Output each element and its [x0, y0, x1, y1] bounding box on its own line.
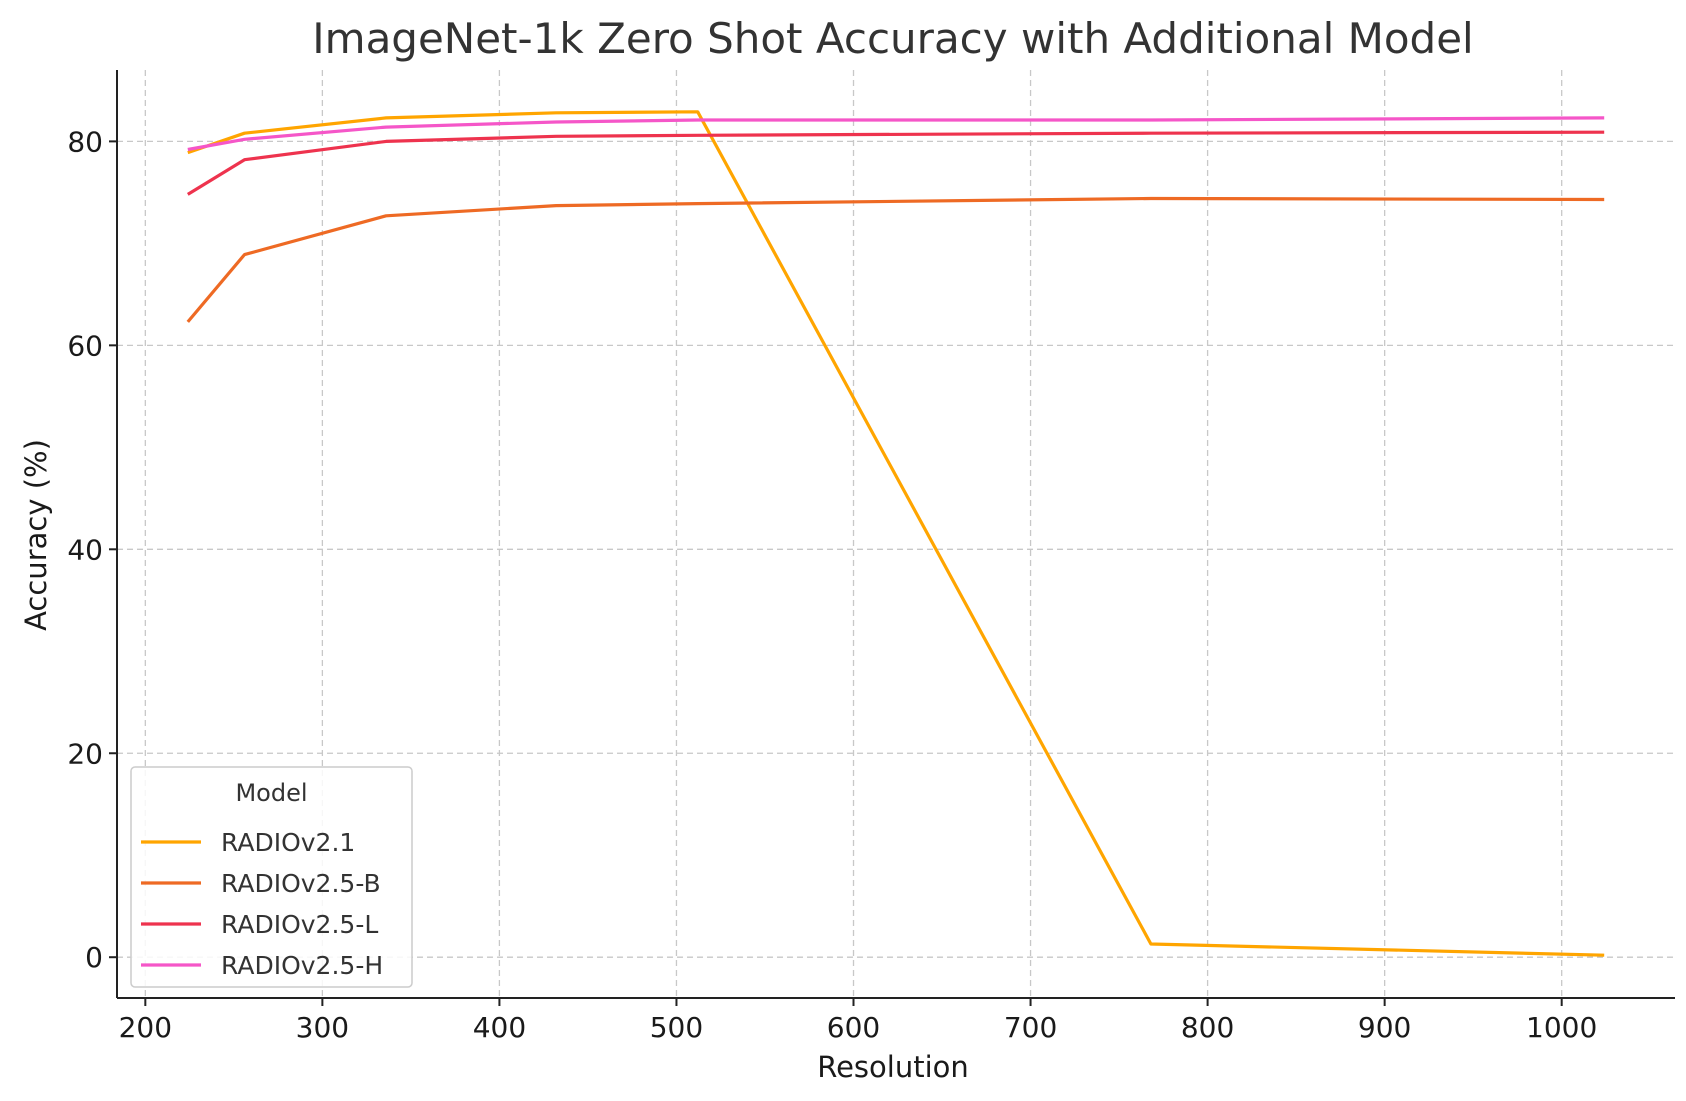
x-tick-label: 400: [473, 1011, 526, 1044]
legend-title: Model: [235, 779, 307, 807]
series-line-radiov2-1: [187, 110, 1605, 957]
series-line-radiov2-5-l: [186, 130, 1605, 196]
legend-entry-label: RADIOv2.5-L: [221, 910, 378, 939]
y-tick-label: 0: [85, 941, 103, 974]
y-axis-label: Accuracy (%): [19, 439, 53, 631]
x-tick-label: 500: [650, 1011, 703, 1044]
y-tick-label: 60: [67, 329, 103, 362]
legend-entry-label: RADIOv2.1: [221, 828, 355, 857]
y-tick-label: 20: [67, 737, 103, 770]
x-tick-label: 600: [827, 1011, 880, 1044]
x-tick-label: 900: [1358, 1011, 1411, 1044]
axes: 200 300 400 500 600 700 800 900 1000 0 20 40 60 80: [67, 70, 1675, 1044]
y-tick-label: 40: [67, 533, 103, 566]
legend-box: [130, 766, 413, 988]
x-tick-label: 1000: [1526, 1011, 1597, 1044]
x-tick-label: 800: [1181, 1011, 1234, 1044]
grid: [117, 70, 1675, 998]
legend: Model RADIOv2.1 RADIOv2.5-B RADIOv2.5-L RADI…: [130, 766, 413, 988]
series-lines: [186, 110, 1605, 957]
x-axis-label: Resolution: [817, 1050, 969, 1084]
series-line-radiov2-5-h: [187, 116, 1605, 152]
series-line-radiov2-5-b: [186, 196, 1605, 323]
legend-entry-label: RADIOv2.5-B: [221, 869, 381, 898]
x-tick-label: 700: [1004, 1011, 1057, 1044]
x-tick-label: 300: [296, 1011, 349, 1044]
legend-entry-label: RADIOv2.5-H: [221, 951, 383, 980]
y-tick-label: 80: [67, 125, 103, 158]
chart-title: ImageNet-1k Zero Shot Accuracy with Addi…: [312, 14, 1473, 63]
x-tick-label: 200: [119, 1011, 172, 1044]
